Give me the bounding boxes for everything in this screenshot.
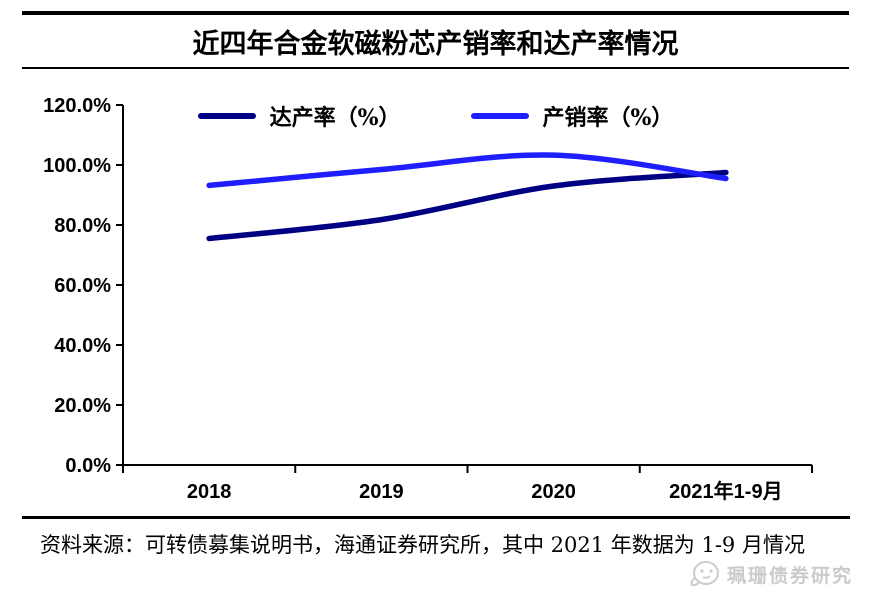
source-note: 资料来源：可转债募集说明书，海通证券研究所，其中 2021 年数据为 1-9 月…	[40, 533, 805, 557]
y-tick-label: 80.0%	[54, 215, 111, 237]
y-tick-label: 0.0%	[65, 455, 111, 477]
line-chart: 0.0% 20.0% 40.0% 60.0% 80.0% 100.0% 120.0% 2018…	[43, 95, 813, 503]
x-tick-label: 2018	[187, 481, 232, 503]
watermark: 珮珊债券研究	[686, 560, 853, 588]
watermark-text: 珮珊债券研究	[726, 564, 853, 587]
x-tick-label: 2021年1-9月	[669, 479, 782, 503]
title-divider	[22, 67, 849, 69]
series-line-0	[206, 169, 729, 242]
x-tick-label: 2019	[359, 481, 404, 503]
y-tick-label: 20.0%	[54, 395, 111, 417]
mascot-face-icon	[690, 561, 719, 587]
y-tick-label: 60.0%	[54, 275, 111, 297]
bottom-divider	[22, 516, 850, 519]
chart-title: 近四年合金软磁粉芯产销率和达产率情况	[192, 29, 679, 60]
y-tick-label: 40.0%	[54, 335, 111, 357]
top-divider	[22, 11, 849, 15]
y-tick-label: 120.0%	[43, 95, 111, 117]
y-tick-label: 100.0%	[43, 155, 111, 177]
series-line-1	[206, 152, 729, 189]
x-tick-label: 2020	[531, 481, 576, 503]
